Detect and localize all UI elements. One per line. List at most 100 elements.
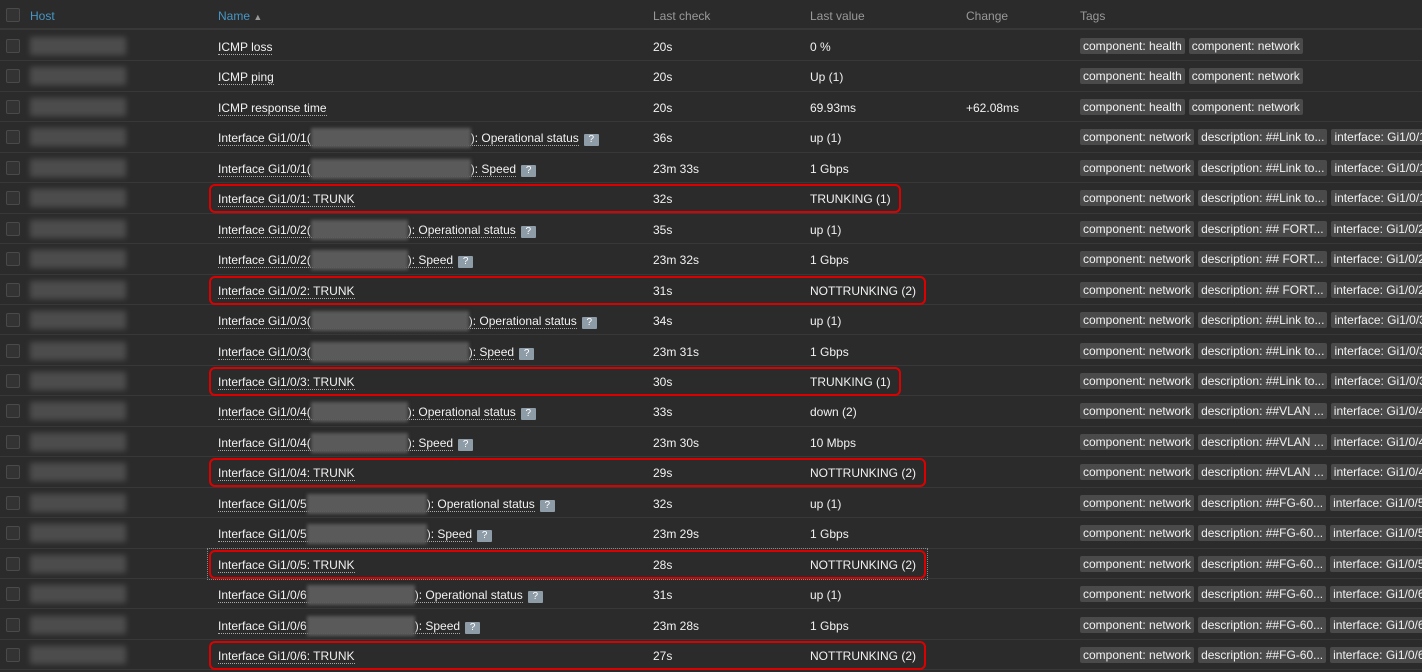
item-name-link[interactable]: Interface Gi1/0/4(): Speed xyxy=(218,432,454,453)
last-value[interactable]: NOTTRUNKING (2) xyxy=(810,649,916,663)
tag-badge[interactable]: description: ##FG-60... xyxy=(1198,555,1327,572)
item-name-link[interactable]: Interface Gi1/0/4(): Operational status xyxy=(218,402,516,423)
tag-badge[interactable]: description: ## FORT... xyxy=(1198,220,1327,237)
tag-badge[interactable]: description: ##FG-60... xyxy=(1198,647,1327,663)
tag-badge[interactable]: interface: Gi1/0/2 xyxy=(1330,251,1422,268)
last-value[interactable]: up (1) xyxy=(810,496,842,511)
tag-badge[interactable]: interface: Gi1/0/4 xyxy=(1330,464,1422,481)
help-icon[interactable]: ? xyxy=(477,530,493,543)
host-name-redacted[interactable] xyxy=(30,341,126,360)
tag-badge[interactable]: description: ##Link to... xyxy=(1198,129,1328,146)
tag-badge[interactable]: description: ##FG-60... xyxy=(1198,586,1327,603)
tag-badge[interactable]: component: network xyxy=(1080,251,1195,268)
row-checkbox[interactable] xyxy=(6,313,20,328)
tag-badge[interactable]: component: health xyxy=(1080,68,1185,85)
host-name-redacted[interactable] xyxy=(30,371,126,390)
tag-badge[interactable]: interface: Gi1/0/6 xyxy=(1330,647,1422,663)
row-checkbox[interactable] xyxy=(6,526,20,541)
tag-badge[interactable]: description: ##FG-60... xyxy=(1198,616,1327,633)
host-name-redacted[interactable] xyxy=(30,615,126,634)
tag-badge[interactable]: component: network xyxy=(1080,586,1195,603)
tag-badge[interactable]: interface: Gi1/0/2 xyxy=(1330,281,1422,298)
tag-badge[interactable]: interface: Gi1/0/2 xyxy=(1330,220,1422,237)
help-icon[interactable]: ? xyxy=(527,591,543,604)
tag-badge[interactable]: interface: Gi1/0/1 xyxy=(1331,129,1422,146)
item-name-link[interactable]: Interface Gi1/0/1(): Speed xyxy=(218,158,517,179)
tag-badge[interactable]: component: network xyxy=(1080,372,1195,389)
tag-badge[interactable]: component: health xyxy=(1080,38,1185,54)
help-icon[interactable]: ? xyxy=(519,347,535,360)
tag-badge[interactable]: interface: Gi1/0/6 xyxy=(1330,586,1422,603)
item-name-link[interactable]: ICMP response time xyxy=(218,100,327,116)
host-name-redacted[interactable] xyxy=(30,463,126,482)
last-value[interactable]: 10 Mbps xyxy=(810,435,857,450)
last-value[interactable]: NOTTRUNKING (2) xyxy=(810,557,916,572)
tag-badge[interactable]: interface: Gi1/0/1 xyxy=(1331,159,1422,176)
last-value[interactable]: Up (1) xyxy=(810,70,844,85)
tag-badge[interactable]: description: ##FG-60... xyxy=(1198,494,1327,511)
item-name-link[interactable]: Interface Gi1/0/5: TRUNK xyxy=(218,557,355,573)
row-checkbox[interactable] xyxy=(6,404,20,419)
item-name-link[interactable]: Interface Gi1/0/2(): Speed xyxy=(218,250,454,271)
tag-badge[interactable]: interface: Gi1/0/3 xyxy=(1331,312,1422,329)
item-name-link[interactable]: Interface Gi1/0/5): Speed xyxy=(218,524,473,545)
tag-badge[interactable]: description: ##Link to... xyxy=(1198,190,1328,207)
help-icon[interactable]: ? xyxy=(521,164,537,177)
tag-badge[interactable]: component: network xyxy=(1188,98,1303,115)
last-value[interactable]: up (1) xyxy=(810,131,842,146)
tag-badge[interactable]: component: network xyxy=(1080,433,1195,450)
tag-badge[interactable]: component: network xyxy=(1080,129,1195,146)
host-name-redacted[interactable] xyxy=(30,250,126,269)
tag-badge[interactable]: component: network xyxy=(1080,342,1195,359)
last-value[interactable]: 1 Gbps xyxy=(810,253,849,268)
name-column-header[interactable]: Name ▲ xyxy=(218,9,262,23)
tag-badge[interactable]: component: network xyxy=(1188,68,1303,85)
row-checkbox[interactable] xyxy=(6,617,20,632)
item-name-link[interactable]: Interface Gi1/0/3(): Operational status xyxy=(218,311,577,332)
tag-badge[interactable]: description: ##Link to... xyxy=(1198,159,1328,176)
tag-badge[interactable]: component: network xyxy=(1080,190,1195,207)
tag-badge[interactable]: interface: Gi1/0/3 xyxy=(1331,372,1422,389)
last-value[interactable]: NOTTRUNKING (2) xyxy=(810,283,916,298)
row-checkbox[interactable] xyxy=(6,130,20,145)
row-checkbox[interactable] xyxy=(6,556,20,571)
tag-badge[interactable]: description: ##VLAN ... xyxy=(1198,464,1327,481)
host-name-redacted[interactable] xyxy=(30,128,126,147)
item-name-link[interactable]: Interface Gi1/0/6): Operational status xyxy=(218,585,523,606)
item-name-link[interactable]: Interface Gi1/0/3: TRUNK xyxy=(218,374,355,390)
tag-badge[interactable]: interface: Gi1/0/4 xyxy=(1330,403,1422,420)
host-name-redacted[interactable] xyxy=(30,524,126,543)
item-name-link[interactable]: Interface Gi1/0/5): Operational status xyxy=(218,493,535,514)
item-name-link[interactable]: Interface Gi1/0/2: TRUNK xyxy=(218,283,355,299)
tag-badge[interactable]: description: ##VLAN ... xyxy=(1198,433,1327,450)
item-name-link[interactable]: Interface Gi1/0/3(): Speed xyxy=(218,341,515,362)
host-name-redacted[interactable] xyxy=(30,432,126,451)
row-checkbox[interactable] xyxy=(6,69,20,84)
host-name-redacted[interactable] xyxy=(30,493,126,512)
last-value[interactable]: NOTTRUNKING (2) xyxy=(810,466,916,481)
help-icon[interactable]: ? xyxy=(458,438,474,451)
last-value[interactable]: up (1) xyxy=(810,222,842,237)
help-icon[interactable]: ? xyxy=(520,225,536,238)
last-value[interactable]: up (1) xyxy=(810,588,842,603)
row-checkbox[interactable] xyxy=(6,282,20,297)
tag-badge[interactable]: component: network xyxy=(1080,555,1195,572)
host-name-redacted[interactable] xyxy=(30,311,126,330)
last-value[interactable]: 1 Gbps xyxy=(810,618,849,633)
tag-badge[interactable]: interface: Gi1/0/5 xyxy=(1330,525,1422,542)
tag-badge[interactable]: component: network xyxy=(1080,647,1195,663)
row-checkbox[interactable] xyxy=(6,495,20,510)
tag-badge[interactable]: component: network xyxy=(1080,464,1195,481)
tag-badge[interactable]: component: health xyxy=(1080,98,1185,115)
host-name-redacted[interactable] xyxy=(30,158,126,177)
tag-badge[interactable]: description: ## FORT... xyxy=(1198,281,1327,298)
host-name-redacted[interactable] xyxy=(30,585,126,604)
tag-badge[interactable]: component: network xyxy=(1080,525,1195,542)
row-checkbox[interactable] xyxy=(6,434,20,449)
row-checkbox[interactable] xyxy=(6,99,20,114)
row-checkbox[interactable] xyxy=(6,191,20,206)
item-name-link[interactable]: ICMP loss xyxy=(218,40,273,55)
help-icon[interactable]: ? xyxy=(458,256,474,269)
help-icon[interactable]: ? xyxy=(581,317,597,330)
last-value[interactable]: 1 Gbps xyxy=(810,527,849,542)
